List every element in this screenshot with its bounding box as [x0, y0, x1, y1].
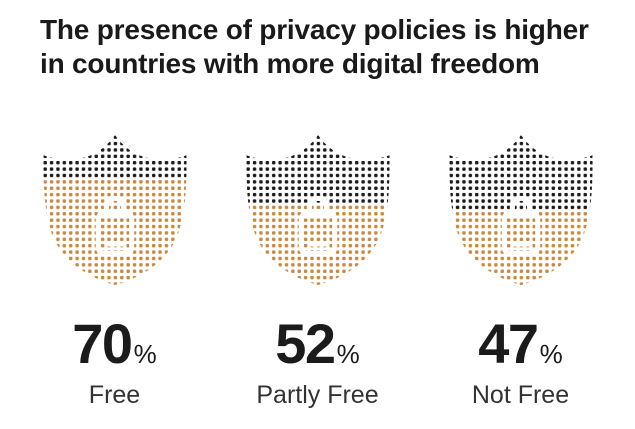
- shield-dot-matrix-free: [42, 134, 188, 286]
- lock-icon: [501, 195, 540, 257]
- lock-icon: [95, 195, 134, 257]
- percent-sign: %: [336, 339, 360, 369]
- shield-dot-matrix-not-free: [448, 134, 594, 286]
- value-number: 52: [275, 312, 336, 375]
- lock-icon: [298, 195, 337, 257]
- category-label-partly-free: Partly Free: [256, 381, 379, 409]
- shield-icon: [245, 135, 390, 285]
- category-label-not-free: Not Free: [471, 381, 570, 409]
- value-number: 47: [478, 312, 539, 375]
- value-line: 70 %: [72, 316, 156, 372]
- category-label-free: Free: [88, 381, 141, 409]
- value-line: 52 %: [275, 316, 359, 372]
- chart-column-partly-free: 52 % Partly Free: [245, 134, 391, 410]
- shield-dot-matrix-partly-free: [245, 134, 391, 286]
- shield-icon: [448, 135, 593, 285]
- chart-column-free: 70 % Free: [42, 134, 188, 410]
- value-line: 47 %: [478, 316, 562, 372]
- shield-icon: [42, 135, 187, 285]
- percent-sign: %: [133, 339, 157, 369]
- value-number: 70: [72, 312, 133, 375]
- percent-sign: %: [539, 339, 563, 369]
- shield-chart-row: 70 % Free 52 % Partly Free 47 % Not Free: [0, 134, 635, 410]
- chart-title: The presence of privacy policies is high…: [40, 14, 589, 79]
- chart-column-not-free: 47 % Not Free: [448, 134, 594, 410]
